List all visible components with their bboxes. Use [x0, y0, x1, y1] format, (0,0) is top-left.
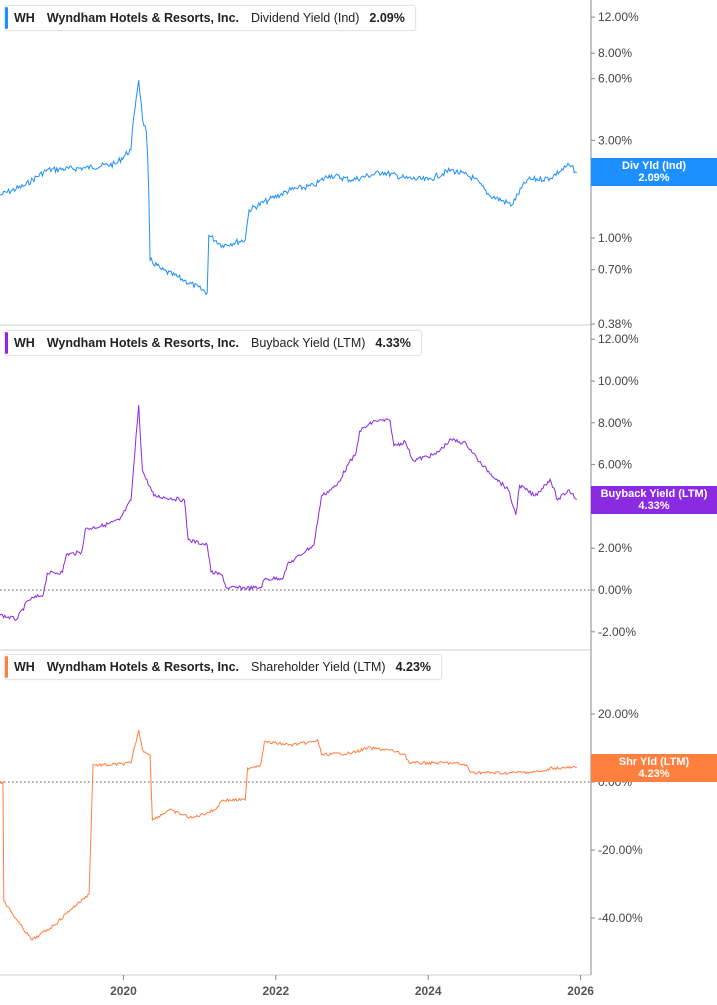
y-tick-label: 2.00% — [598, 541, 632, 555]
legend-ticker: WH — [14, 336, 35, 350]
y-tick-label: 10.00% — [598, 374, 639, 388]
series-color-marker — [5, 332, 8, 354]
legend-value: 4.23% — [395, 660, 432, 674]
x-tick-label: 2020 — [110, 984, 137, 998]
y-tick-label: 0.38% — [598, 317, 632, 331]
y-tick-label: 6.00% — [598, 458, 632, 472]
badge-value: 2.09% — [638, 172, 670, 185]
x-tick-label: 2024 — [415, 984, 442, 998]
legend-value: 4.33% — [375, 336, 411, 350]
y-tick-label: 20.00% — [598, 707, 639, 721]
last-value-badge-shareholder: Shr Yld (LTM) 4.23% — [591, 753, 717, 782]
series-line — [0, 404, 578, 622]
legend-metric: Dividend Yield (Ind) — [251, 11, 360, 25]
badge-label: Div Yld (Ind) — [622, 160, 686, 173]
badge-label: Shr Yld (LTM) — [618, 755, 690, 768]
badge-value: 4.23% — [638, 767, 670, 780]
legend-company: Wyndham Hotels & Resorts, Inc. — [46, 336, 239, 350]
y-tick-label: -2.00% — [598, 625, 636, 639]
y-tick-label: -20.00% — [598, 843, 643, 857]
last-value-badge-dividend: Div Yld (Ind) 2.09% — [591, 158, 717, 187]
y-tick-label: 12.00% — [598, 10, 639, 24]
x-tick-label: 2022 — [262, 984, 289, 998]
y-tick-label: 1.00% — [598, 231, 632, 245]
legend-shareholder-yield: WH Wyndham Hotels & Resorts, Inc. Shareh… — [4, 654, 443, 680]
legend-ticker: WH — [14, 660, 35, 674]
legend-buyback-yield: WH Wyndham Hotels & Resorts, Inc. Buybac… — [4, 330, 422, 356]
y-tick-label: 0.00% — [598, 583, 632, 597]
y-tick-label: 8.00% — [598, 46, 632, 60]
legend-metric: Buyback Yield (LTM) — [251, 336, 366, 350]
legend-ticker: WH — [14, 11, 35, 25]
legend-company: Wyndham Hotels & Resorts, Inc. — [46, 660, 239, 674]
last-value-badge-buyback: Buyback Yield (LTM) 4.33% — [591, 485, 717, 514]
y-tick-label: 0.70% — [598, 263, 632, 277]
y-tick-label: 8.00% — [598, 416, 632, 430]
x-tick-label: 2026 — [567, 984, 594, 998]
y-tick-label: -40.00% — [598, 911, 643, 925]
y-tick-label: 6.00% — [598, 72, 632, 86]
series-color-marker — [5, 7, 8, 29]
series-line — [0, 80, 578, 296]
y-tick-label: 12.00% — [598, 332, 639, 346]
legend-value: 2.09% — [369, 11, 405, 25]
badge-value: 4.33% — [638, 499, 670, 512]
legend-company: Wyndham Hotels & Resorts, Inc. — [46, 11, 239, 25]
series-line — [0, 729, 577, 941]
series-color-marker — [5, 656, 8, 678]
legend-metric: Shareholder Yield (LTM) — [251, 660, 386, 674]
badge-label: Buyback Yield (LTM) — [600, 487, 708, 500]
legend-dividend-yield: WH Wyndham Hotels & Resorts, Inc. Divide… — [4, 5, 416, 31]
y-tick-label: 3.00% — [598, 133, 632, 147]
